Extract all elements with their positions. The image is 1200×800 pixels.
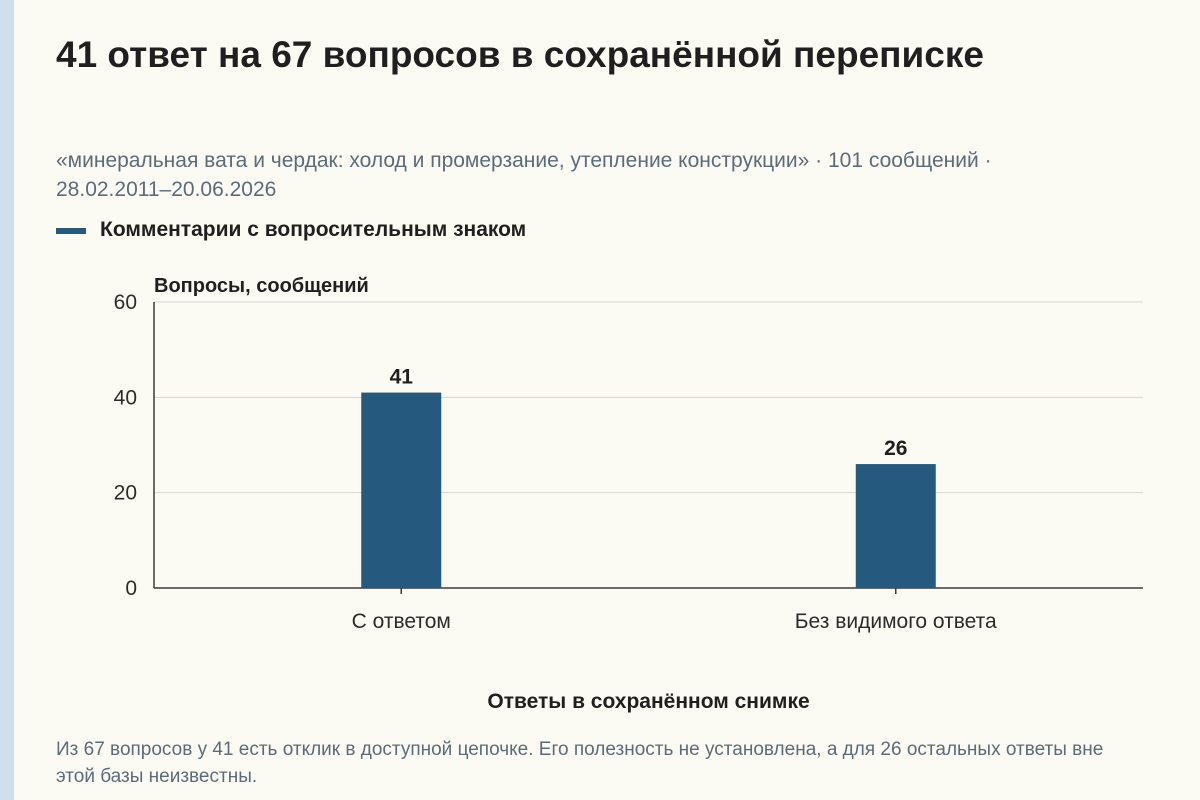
y-tick-label: 0 — [125, 577, 137, 600]
data-label: 41 — [390, 366, 414, 389]
y-tick-label: 20 — [114, 482, 137, 505]
x-tick-label: Без видимого ответа — [795, 610, 997, 633]
bar-with-answer — [361, 392, 442, 588]
chart-title: 41 ответ на 67 вопросов в сохранённой пе… — [56, 34, 984, 75]
data-label: 26 — [884, 437, 907, 460]
chart-subtitle: «минеральная вата и чердак: холод и пром… — [56, 149, 992, 201]
x-tick-label: С ответом — [352, 610, 451, 633]
grid-lines — [154, 301, 1143, 494]
bar-without-answer — [855, 464, 936, 588]
labels: 0 20 40 60 Вопросы, сообщений 41 С ответом 26 Бе… — [114, 275, 997, 713]
legend: Комментарии с вопросительным знаком — [56, 218, 526, 242]
accent-strip — [0, 0, 14, 800]
axes — [153, 302, 1143, 594]
footnote: Из 67 вопросов у 41 есть отклик в доступ… — [56, 739, 1104, 787]
legend-swatch — [56, 228, 86, 234]
y-tick-label: 60 — [114, 291, 137, 314]
bars — [361, 392, 936, 588]
x-axis-title: Ответы в сохранённом снимке — [487, 690, 809, 713]
y-axis-title: Вопросы, сообщений — [154, 275, 369, 297]
y-tick-label: 40 — [114, 386, 137, 409]
legend-label: Комментарии с вопросительным знаком — [100, 218, 527, 241]
